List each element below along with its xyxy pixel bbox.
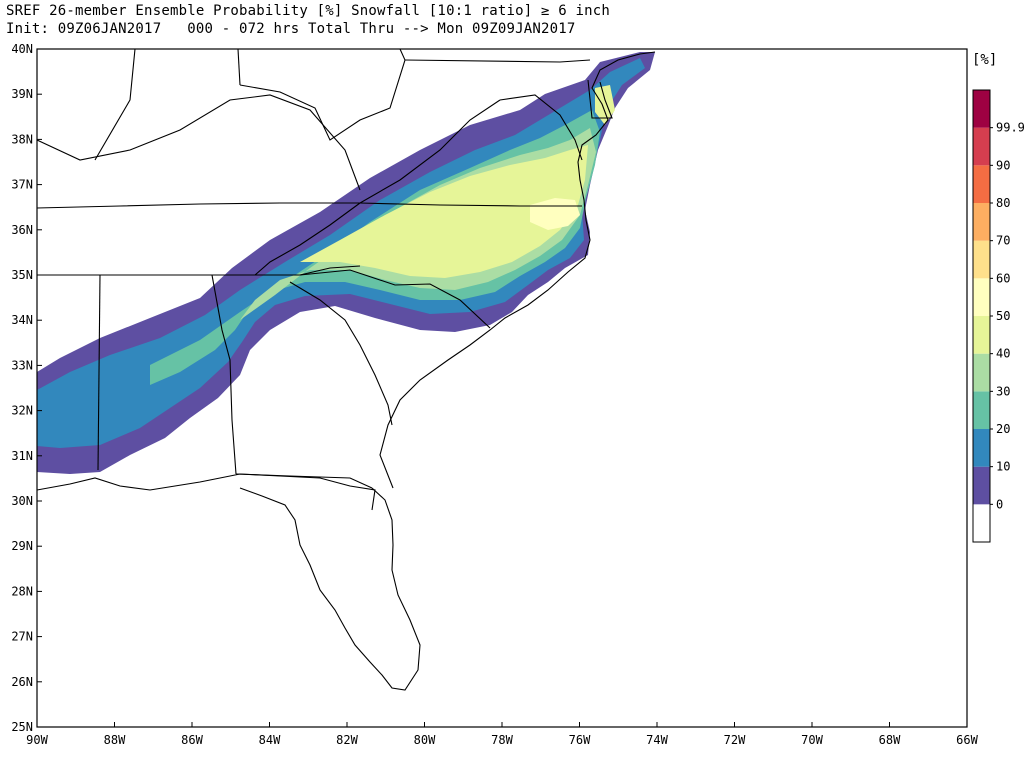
colorbar-swatch — [973, 127, 990, 166]
lon-tick-label: 70W — [801, 733, 823, 747]
lon-tick-label: 84W — [259, 733, 281, 747]
colorbar-level-label: 30 — [996, 384, 1010, 398]
map-title: SREF 26-member Ensemble Probability [%] … — [6, 3, 611, 19]
ky-north-border — [37, 94, 361, 191]
lat-tick-label: 31N — [11, 449, 33, 463]
lat-tick-label: 25N — [11, 720, 33, 734]
lon-tick-label: 66W — [956, 733, 978, 747]
colorbar-level-label: 70 — [996, 234, 1010, 248]
lat-tick-label: 29N — [11, 539, 33, 553]
lat-tick-label: 35N — [11, 268, 33, 282]
colorbar-unit-label: [%] — [972, 52, 997, 68]
lat-tick-label: 27N — [11, 630, 33, 644]
lat-tick-label: 30N — [11, 494, 33, 508]
gulf-coastline — [37, 473, 376, 511]
lon-tick-label: 82W — [336, 733, 358, 747]
longitude-axis: 90W 88W 86W 84W 82W 80W 78W 76W 74W 72W 70W 68W 66W — [26, 722, 979, 747]
colorbar-swatch — [973, 165, 990, 203]
colorbar-level-label: 0 — [996, 497, 1003, 511]
lon-tick-label: 76W — [569, 733, 591, 747]
lon-tick-label: 72W — [724, 733, 746, 747]
lat-tick-label: 39N — [11, 87, 33, 101]
lat-tick-label: 37N — [11, 178, 33, 192]
lat-tick-label: 34N — [11, 313, 33, 327]
delmarva — [587, 79, 613, 119]
prob-area-60-north — [595, 85, 615, 125]
lat-tick-label: 26N — [11, 675, 33, 689]
colorbar-level-label: 99.9 — [996, 121, 1024, 135]
lat-tick-label: 33N — [11, 358, 33, 372]
ms-al-border — [97, 274, 101, 471]
lon-tick-label: 90W — [26, 733, 48, 747]
colorbar-swatch — [973, 316, 990, 354]
lat-tick-label: 28N — [11, 584, 33, 598]
map-subtitle: Init: 09Z06JAN2017 000 - 072 hrs Total T… — [6, 21, 576, 37]
lon-tick-label: 80W — [414, 733, 436, 747]
colorbar-swatch — [973, 203, 990, 241]
nc-sc-border — [299, 269, 491, 329]
colorbar-level-label: 80 — [996, 196, 1010, 210]
ga-fl-border — [235, 473, 373, 489]
lat-tick-label: 40N — [11, 42, 33, 56]
florida-coastline — [239, 487, 421, 691]
oh-river — [239, 49, 406, 141]
colorbar-level-label: 60 — [996, 271, 1010, 285]
lon-tick-label: 68W — [879, 733, 901, 747]
lat-tick-label: 38N — [11, 132, 33, 146]
colorbar-level-label: 40 — [996, 347, 1010, 361]
md-va-border — [499, 94, 583, 161]
lat-tick-label: 36N — [11, 223, 33, 237]
tn-ky-border — [37, 202, 582, 209]
lon-tick-label: 78W — [491, 733, 513, 747]
al-ga-border — [211, 274, 237, 475]
colorbar-swatch — [973, 504, 990, 542]
colorbar-swatch — [973, 466, 990, 505]
colorbar-swatch — [973, 429, 990, 467]
colorbar-swatch — [973, 90, 990, 128]
tn-south-border — [37, 265, 361, 276]
tn-nc-border — [254, 202, 361, 276]
colorbar-level-label: 90 — [996, 158, 1010, 172]
colorbar-swatch — [973, 278, 990, 316]
atlantic-coastline — [379, 51, 656, 489]
in-oh-border — [237, 49, 241, 86]
il-in-border — [94, 49, 136, 161]
colorbar-level-label: 50 — [996, 309, 1010, 323]
lon-tick-label: 88W — [104, 733, 126, 747]
va-wv-border — [359, 99, 501, 204]
colorbar-swatch — [973, 391, 990, 429]
colorbar: 0 10 20 30 40 50 60 70 80 90 99.9 [%] — [972, 52, 1024, 543]
lat-tick-label: 32N — [11, 404, 33, 418]
colorbar-swatch — [973, 353, 990, 392]
prob-area-50 — [300, 145, 588, 278]
colorbar-level-label: 20 — [996, 422, 1010, 436]
latitude-axis: 25N 26N 27N 28N 29N 30N 31N 32N 33N 34N 35N 36N 37N 3… — [11, 42, 42, 734]
lon-tick-label: 74W — [646, 733, 668, 747]
lon-tick-label: 86W — [181, 733, 203, 747]
pa-md-border — [404, 59, 591, 63]
probability-shading — [37, 52, 655, 474]
colorbar-swatch — [973, 240, 990, 279]
state-boundaries — [37, 49, 656, 691]
colorbar-level-label: 10 — [996, 460, 1010, 474]
ga-sc-border — [289, 281, 393, 426]
